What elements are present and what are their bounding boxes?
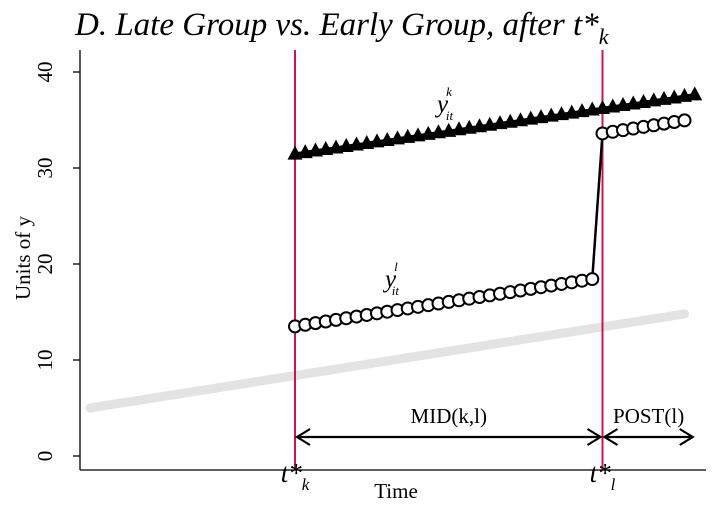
data-point-triangle [379, 131, 395, 146]
series-line-k [294, 93, 695, 155]
data-point-triangle [359, 134, 375, 149]
data-point-triangle [615, 97, 631, 112]
axes: 0 10 20 30 40 [33, 50, 706, 471]
series-layer: yk it yl it [287, 84, 703, 334]
data-point-triangle [369, 133, 385, 148]
data-point-triangle [656, 90, 672, 105]
arrow-head [586, 428, 603, 446]
data-point-triangle [410, 127, 426, 142]
data-point-triangle [349, 136, 364, 151]
arrow-head [294, 428, 311, 446]
data-point-triangle [318, 140, 334, 155]
data-point-triangle [677, 87, 692, 102]
data-point-triangle [564, 104, 580, 119]
data-point-triangle [687, 86, 703, 101]
data-point-triangle [400, 128, 416, 143]
data-point-triangle [584, 101, 600, 116]
data-point-triangle [523, 110, 539, 125]
data-point-triangle [666, 89, 682, 104]
data-point-triangle [646, 92, 662, 107]
data-point-triangle [636, 93, 651, 108]
data-point-triangle [441, 122, 457, 137]
data-point-triangle [492, 115, 508, 130]
data-point-triangle [461, 119, 477, 134]
arrow-head [679, 428, 695, 446]
y-tick-label: 30 [33, 158, 57, 179]
data-point-triangle [543, 107, 559, 122]
y-tick-label: 0 [33, 451, 57, 462]
data-point-triangle [533, 109, 549, 124]
data-point-triangle [390, 130, 405, 145]
data-point-triangle [605, 98, 621, 113]
data-point-triangle [554, 106, 569, 121]
data-point-triangle [482, 116, 498, 131]
data-point-triangle [513, 112, 528, 127]
background-trend-layer [85, 309, 689, 413]
background-trend-line [85, 309, 689, 413]
annotation-label: MID(k,l) [411, 404, 487, 428]
x-axis-label: Time [374, 479, 418, 503]
y-tick-label: 10 [33, 350, 57, 371]
data-point-triangle [472, 118, 487, 133]
event-line-label: t*k [281, 458, 310, 494]
y-tick-label: 40 [33, 62, 57, 83]
data-point-circle [677, 113, 692, 128]
data-point-circle [585, 272, 600, 287]
data-point-triangle [328, 139, 344, 154]
data-point-triangle [287, 145, 303, 160]
data-point-triangle [420, 125, 436, 140]
y-axis-label: Units of y [11, 216, 35, 301]
data-point-triangle [431, 124, 446, 139]
data-point-triangle [625, 95, 641, 110]
event-line-label: t*l [590, 458, 616, 494]
data-point-triangle [338, 138, 354, 153]
annotations: MID(k,l) POST(l) [294, 404, 695, 446]
data-point-triangle [595, 100, 610, 114]
chart-title: D. Late Group vs. Early Group, after t*k [74, 7, 610, 49]
data-point-triangle [297, 144, 313, 159]
arrow-head [602, 428, 619, 446]
data-point-triangle [308, 142, 323, 157]
data-point-triangle [502, 113, 518, 128]
series-label: yl it [382, 259, 399, 298]
annotation-label: POST(l) [613, 404, 684, 428]
event-lines: t*k t*l [281, 50, 616, 494]
series-label: yk it [434, 84, 454, 123]
data-point-triangle [451, 121, 467, 136]
y-tick-label: 20 [33, 254, 57, 275]
data-point-triangle [574, 103, 590, 118]
